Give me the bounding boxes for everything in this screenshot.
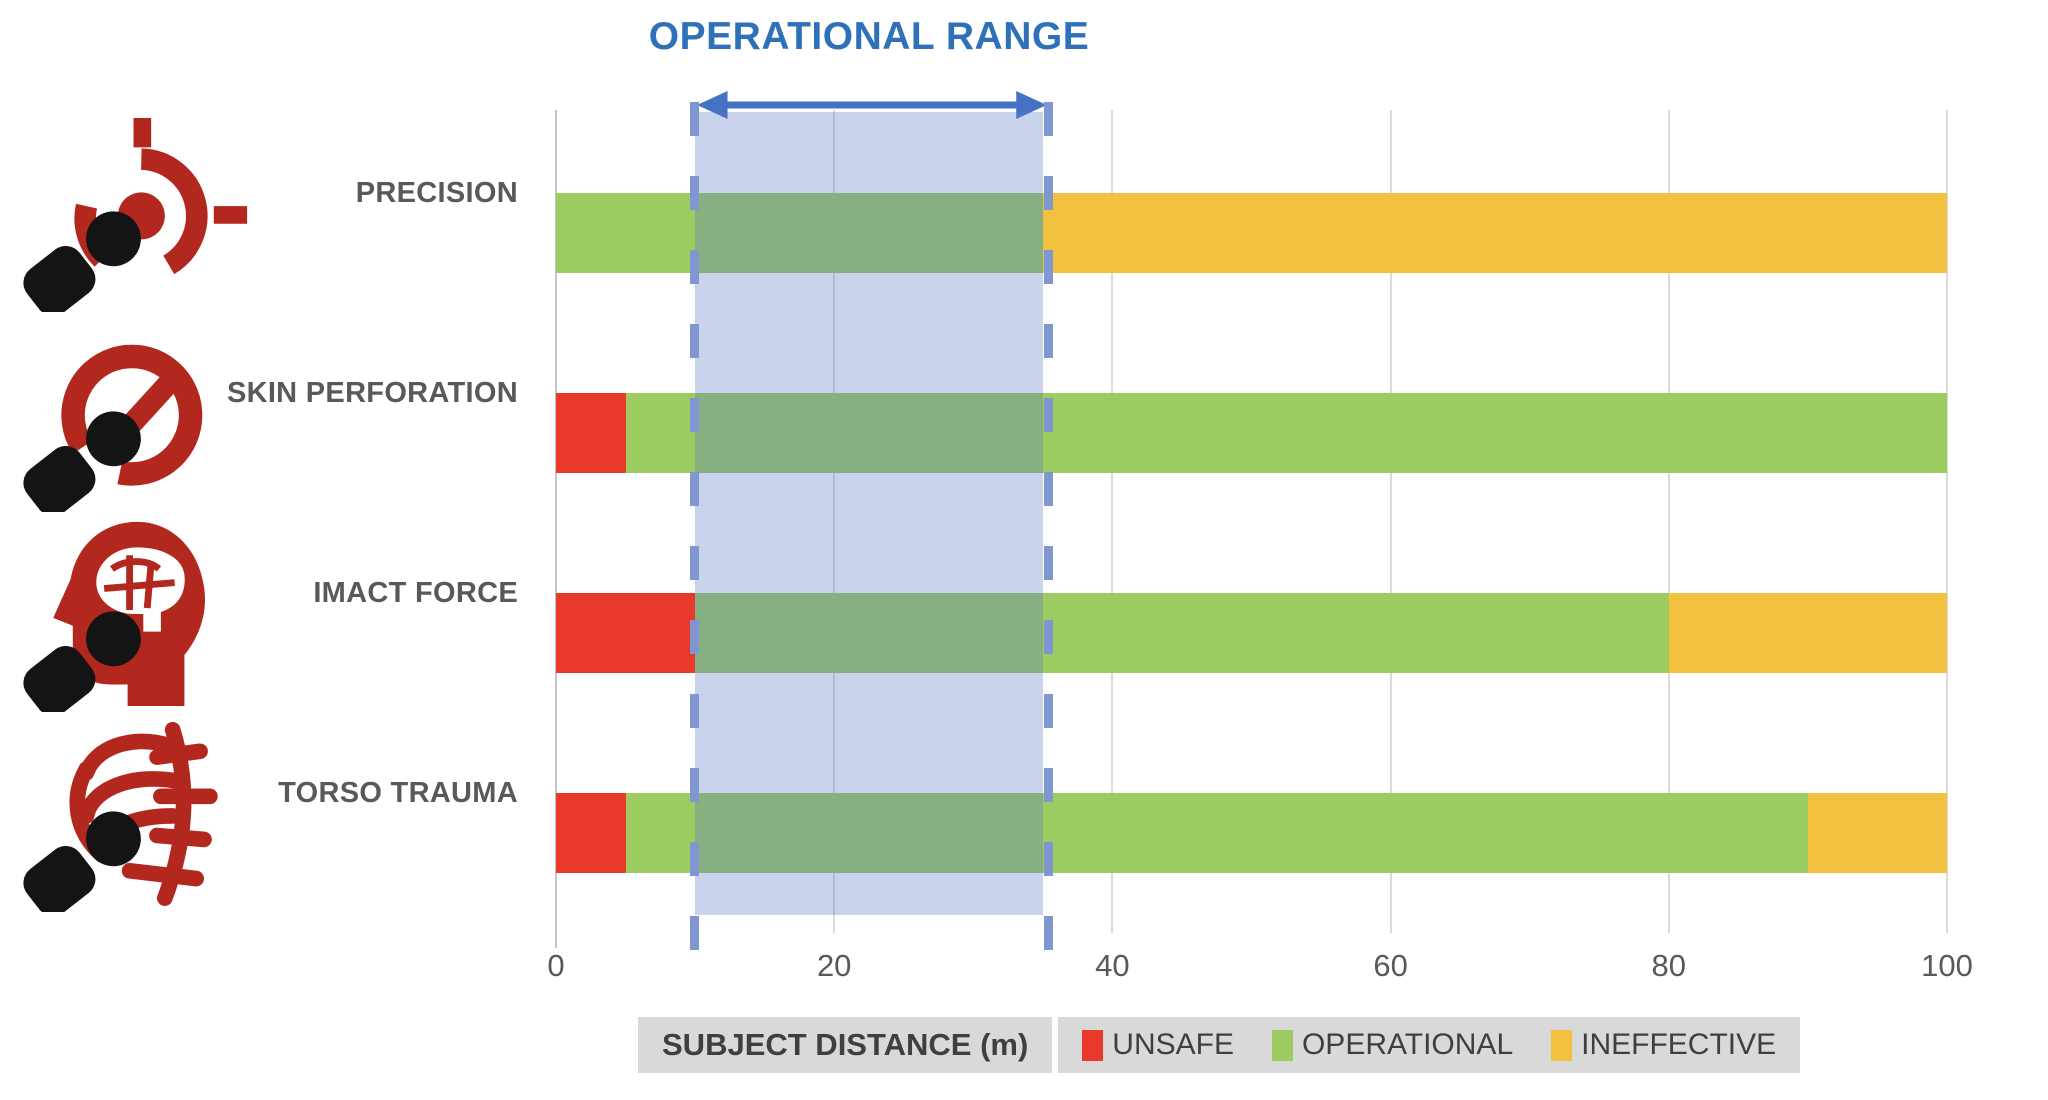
bar-row bbox=[556, 593, 1947, 673]
bar-row bbox=[556, 193, 1947, 273]
bar-segment-ineffective bbox=[1807, 793, 1947, 873]
gridline bbox=[1946, 110, 1948, 933]
gridline bbox=[1667, 110, 1670, 933]
x-tick-label: 80 bbox=[1651, 948, 1687, 983]
bar-row bbox=[556, 393, 1947, 473]
speed-gauge-icon bbox=[16, 312, 251, 516]
x-tick-label: 40 bbox=[1095, 948, 1130, 983]
range-band-dashed-edge-left bbox=[690, 102, 700, 950]
bar-segment-operational bbox=[625, 393, 1947, 473]
row-label: TORSO TRAUMA bbox=[278, 777, 518, 809]
operational-range-band bbox=[695, 112, 1043, 915]
legend-label: OPERATIONAL bbox=[1301, 1028, 1514, 1061]
axis-and-legend-bar: SUBJECT DISTANCE (m) UNSAFE OPERATIONAL IN… bbox=[638, 1017, 1801, 1073]
range-band-dashed-edge-right bbox=[1043, 102, 1053, 950]
gridline bbox=[833, 110, 836, 933]
bar-segment-operational bbox=[695, 593, 1669, 673]
bullet-icon bbox=[23, 611, 141, 716]
legend-item-ineffective: INEFFECTIVE bbox=[1551, 1028, 1776, 1062]
x-tick-label: 60 bbox=[1373, 948, 1408, 983]
operational-range-title: OPERATIONAL RANGE bbox=[648, 15, 1090, 58]
gridline bbox=[1111, 110, 1114, 933]
legend-swatch-operational-icon bbox=[1271, 1029, 1293, 1061]
plot-area bbox=[555, 102, 1948, 950]
bullet-icon bbox=[23, 411, 141, 516]
x-axis-label: SUBJECT DISTANCE (m) bbox=[662, 1027, 1029, 1062]
bar-segment-unsafe bbox=[556, 393, 626, 473]
bar-segment-operational bbox=[556, 193, 1043, 273]
bar-segment-ineffective bbox=[1668, 593, 1947, 673]
legend-swatch-ineffective-icon bbox=[1551, 1029, 1573, 1061]
legend-item-unsafe: UNSAFE bbox=[1082, 1028, 1234, 1062]
ribcage-icon bbox=[16, 712, 251, 916]
x-tick-label: 100 bbox=[1921, 948, 1973, 983]
bullet-icon bbox=[23, 811, 141, 916]
x-tick-label: 0 bbox=[547, 948, 565, 983]
bullet-icon bbox=[23, 211, 141, 316]
row-label: SKIN PERFORATION bbox=[226, 377, 518, 409]
legend-item-operational: OPERATIONAL bbox=[1271, 1028, 1514, 1062]
bar-row bbox=[556, 793, 1947, 873]
bar-segment-unsafe bbox=[556, 593, 696, 673]
x-tick-label: 20 bbox=[816, 948, 852, 983]
y-axis-line bbox=[555, 110, 557, 948]
bar-segment-ineffective bbox=[1042, 193, 1947, 273]
row-label: PRECISION bbox=[355, 177, 518, 209]
legend-label: INEFFECTIVE bbox=[1581, 1028, 1777, 1061]
x-axis-label-box: SUBJECT DISTANCE (m) bbox=[638, 1017, 1053, 1073]
legend-label: UNSAFE bbox=[1112, 1028, 1234, 1061]
legend-swatch-unsafe-icon bbox=[1082, 1029, 1104, 1061]
gridline bbox=[1389, 110, 1392, 933]
row-label: IMACT FORCE bbox=[313, 577, 518, 609]
head-brain-icon bbox=[16, 512, 251, 716]
range-arrow-icon bbox=[697, 91, 1047, 119]
crosshair-target-icon bbox=[16, 112, 251, 316]
legend: UNSAFE OPERATIONAL INEFFECTIVE bbox=[1058, 1017, 1801, 1073]
bar-segment-operational bbox=[625, 793, 1808, 873]
bar-segment-unsafe bbox=[556, 793, 626, 873]
